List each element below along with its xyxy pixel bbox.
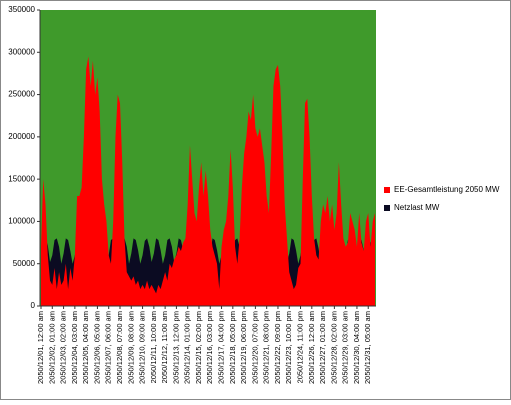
x-tick-label: 2050/12/31, 05:00 am [363,311,372,384]
y-tick-label: 300000 [8,47,35,56]
y-tick-label: 150000 [8,174,35,183]
x-tick-label: 2050/12/11, 10:00 am [149,311,158,383]
x-tick-label: 2050/12/17, 04:00 pm [217,311,226,384]
x-tick-label: 2050/12/14, 01:00 pm [183,311,192,384]
x-tick-label: 2050/12/16, 03:00 pm [205,311,214,384]
x-tick-label: 2050/12/13, 12:00 pm [171,311,180,384]
y-tick-label: 200000 [8,132,35,141]
x-tick-label: 2050/12/10, 09:00 am [138,311,147,384]
x-tick-label: 2050/12/20, 07:00 pm [250,311,259,384]
legend-swatch [384,205,390,211]
x-tick-label: 2050/12/21, 08:00 pm [262,311,271,384]
x-tick-label: 2050/12/02, 01:00 am [47,311,56,384]
x-tick-label: 2050/12/12, 11:00 am [160,311,169,383]
x-tick-label: 2050/12/03, 02:00 am [59,311,68,384]
x-tick-label: 2050/12/06, 05:00 am [92,311,101,384]
x-tick-label: 2050/12/26, 12:00 am [307,311,316,384]
y-tick-label: 350000 [8,5,35,14]
x-tick-label: 2050/12/04, 03:00 am [70,311,79,384]
x-tick-label: 2050/12/15, 02:00 pm [194,311,203,384]
x-tick-label: 2050/12/22, 09:00 pm [273,311,282,384]
x-tick-label: 2050/12/27, 01:00 am [318,311,327,384]
y-tick-label: 0 [31,301,36,310]
x-tick-label: 2050/12/07, 06:00 am [104,311,113,384]
y-tick-label: 250000 [8,90,35,99]
x-tick-label: 2050/12/30, 04:00 am [352,311,361,384]
x-tick-label: 2050/12/28, 02:00 am [329,311,338,384]
x-tick-label: 2050/12/19, 06:00 pm [239,311,248,384]
x-tick-label: 2050/12/09, 08:00 am [126,311,135,384]
x-tick-label: 2050/12/05, 04:00 am [81,311,90,384]
x-tick-label: 2050/12/24, 11:00 pm [296,311,305,383]
legend-label: EE-Gesamtleistung 2050 MW [394,185,500,194]
x-tick-label: 2050/12/29, 03:00 am [341,311,350,384]
legend-swatch [384,187,390,193]
x-tick-label: 2050/12/08, 07:00 am [115,311,124,384]
x-tick-label: 2050/12/01, 12:00 am [36,311,45,384]
area [41,56,375,307]
x-tick-label: 2050/12/18, 05:00 pm [228,311,237,384]
x-tick-label: 2050/12/23, 10:00 pm [284,311,293,384]
y-tick-label: 100000 [8,217,35,226]
y-tick-label: 50000 [13,259,36,268]
legend-label: Netzlast MW [394,203,440,212]
